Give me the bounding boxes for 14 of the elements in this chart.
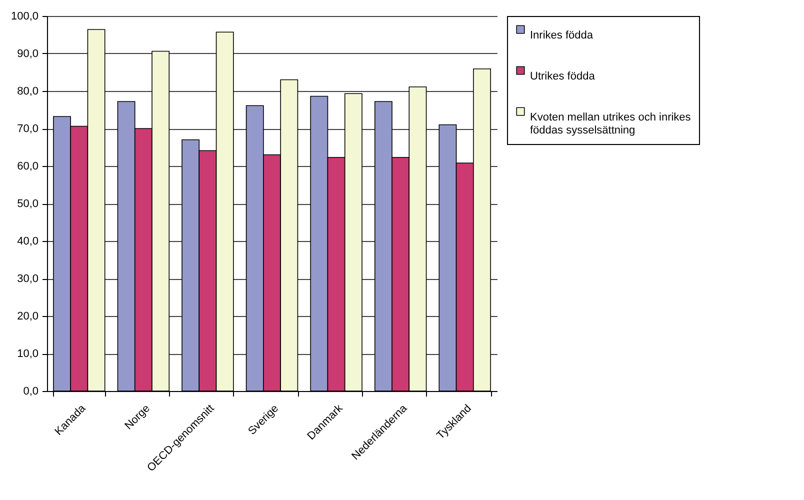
y-tick-label: 50,0 xyxy=(17,198,38,210)
y-tick-label: 10,0 xyxy=(17,348,38,360)
y-tick-label: 90,0 xyxy=(17,48,38,60)
legend-label: Kvoten mellan utrikes och inrikes föddas sysselsättning xyxy=(530,112,692,136)
y-tick-label: 70,0 xyxy=(17,123,38,135)
y-tick-label: 40,0 xyxy=(17,236,38,248)
y-tick-label: 0,0 xyxy=(23,386,38,398)
y-tick-label: 60,0 xyxy=(17,160,38,172)
legend-label: Utrikes födda xyxy=(530,70,596,82)
legend-label: Inrikes födda xyxy=(530,30,594,42)
y-tick-label: 20,0 xyxy=(17,310,38,322)
y-tick-label: 100,0 xyxy=(10,10,38,22)
y-tick-label: 80,0 xyxy=(17,86,38,98)
y-tick-label: 30,0 xyxy=(17,273,38,285)
